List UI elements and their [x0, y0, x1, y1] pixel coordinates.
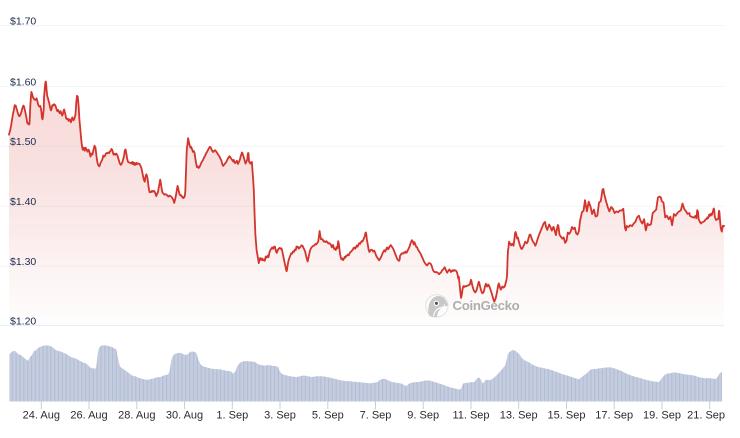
svg-text:$1.40: $1.40 [10, 196, 36, 208]
svg-text:11. Sep: 11. Sep [452, 410, 489, 422]
svg-text:21. Sep: 21. Sep [687, 410, 725, 422]
svg-text:$1.30: $1.30 [10, 256, 36, 268]
svg-text:9. Sep: 9. Sep [407, 410, 439, 422]
svg-text:$1.60: $1.60 [10, 76, 36, 88]
svg-text:17. Sep: 17. Sep [595, 410, 633, 422]
svg-text:28. Aug: 28. Aug [118, 410, 155, 422]
svg-text:$1.70: $1.70 [10, 15, 36, 27]
svg-text:7. Sep: 7. Sep [360, 410, 392, 422]
svg-text:24. Aug: 24. Aug [23, 410, 60, 422]
svg-text:$1.20: $1.20 [10, 315, 36, 327]
svg-text:CoinGecko: CoinGecko [453, 298, 520, 313]
svg-text:15. Sep: 15. Sep [548, 410, 586, 422]
svg-text:26. Aug: 26. Aug [70, 410, 107, 422]
svg-text:3. Sep: 3. Sep [264, 410, 296, 422]
svg-text:1. Sep: 1. Sep [216, 410, 248, 422]
svg-text:5. Sep: 5. Sep [312, 410, 344, 422]
svg-text:$1.50: $1.50 [10, 136, 36, 148]
svg-text:30. Aug: 30. Aug [166, 410, 203, 422]
svg-text:13. Sep: 13. Sep [500, 410, 538, 422]
svg-text:19. Sep: 19. Sep [643, 410, 681, 422]
